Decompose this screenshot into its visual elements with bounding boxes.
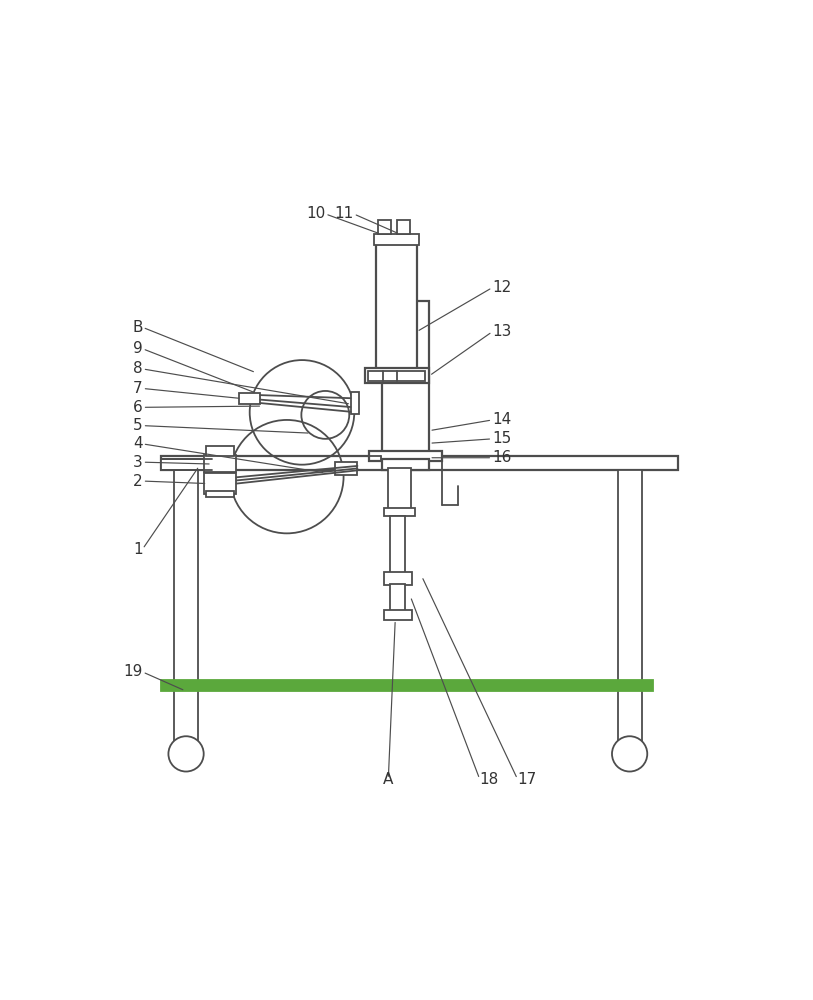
Bar <box>162 459 212 470</box>
Text: 14: 14 <box>493 412 511 427</box>
Bar <box>204 455 237 472</box>
Text: 11: 11 <box>334 206 354 221</box>
Bar <box>377 220 392 234</box>
Bar <box>162 680 653 691</box>
Bar <box>384 610 411 620</box>
Bar <box>376 244 417 370</box>
Text: A: A <box>383 772 393 787</box>
Bar <box>365 368 429 383</box>
Text: 5: 5 <box>133 418 142 433</box>
Text: 15: 15 <box>493 431 511 446</box>
Bar <box>384 572 411 585</box>
Bar <box>204 473 237 494</box>
Bar <box>367 371 425 381</box>
Text: 17: 17 <box>518 772 537 787</box>
Text: 9: 9 <box>133 341 142 356</box>
Text: 2: 2 <box>133 474 142 489</box>
Text: 3: 3 <box>133 455 142 470</box>
Circle shape <box>612 736 647 772</box>
Text: 1: 1 <box>133 542 142 557</box>
Bar <box>207 446 234 456</box>
Text: 6: 6 <box>133 400 142 415</box>
Bar <box>397 220 411 234</box>
Bar <box>384 508 415 516</box>
Bar <box>382 301 429 456</box>
Circle shape <box>168 736 204 772</box>
Bar <box>618 470 642 744</box>
Bar <box>390 584 406 612</box>
Text: B: B <box>132 320 142 335</box>
Bar <box>388 468 411 509</box>
Text: 10: 10 <box>306 206 325 221</box>
Bar <box>174 470 198 744</box>
Bar <box>239 393 260 404</box>
Text: 16: 16 <box>493 450 511 465</box>
Bar <box>335 462 358 475</box>
Bar <box>207 491 234 497</box>
Bar <box>162 456 678 470</box>
Bar <box>350 392 359 414</box>
Text: 12: 12 <box>493 280 511 295</box>
Text: 4: 4 <box>133 436 142 451</box>
Bar <box>374 234 420 245</box>
Text: 8: 8 <box>133 361 142 376</box>
Text: 18: 18 <box>480 772 499 787</box>
Bar <box>382 459 429 470</box>
Bar <box>369 451 442 461</box>
Bar <box>390 516 406 574</box>
Text: 13: 13 <box>493 324 511 339</box>
Text: 7: 7 <box>133 381 142 396</box>
Text: 19: 19 <box>124 664 142 679</box>
